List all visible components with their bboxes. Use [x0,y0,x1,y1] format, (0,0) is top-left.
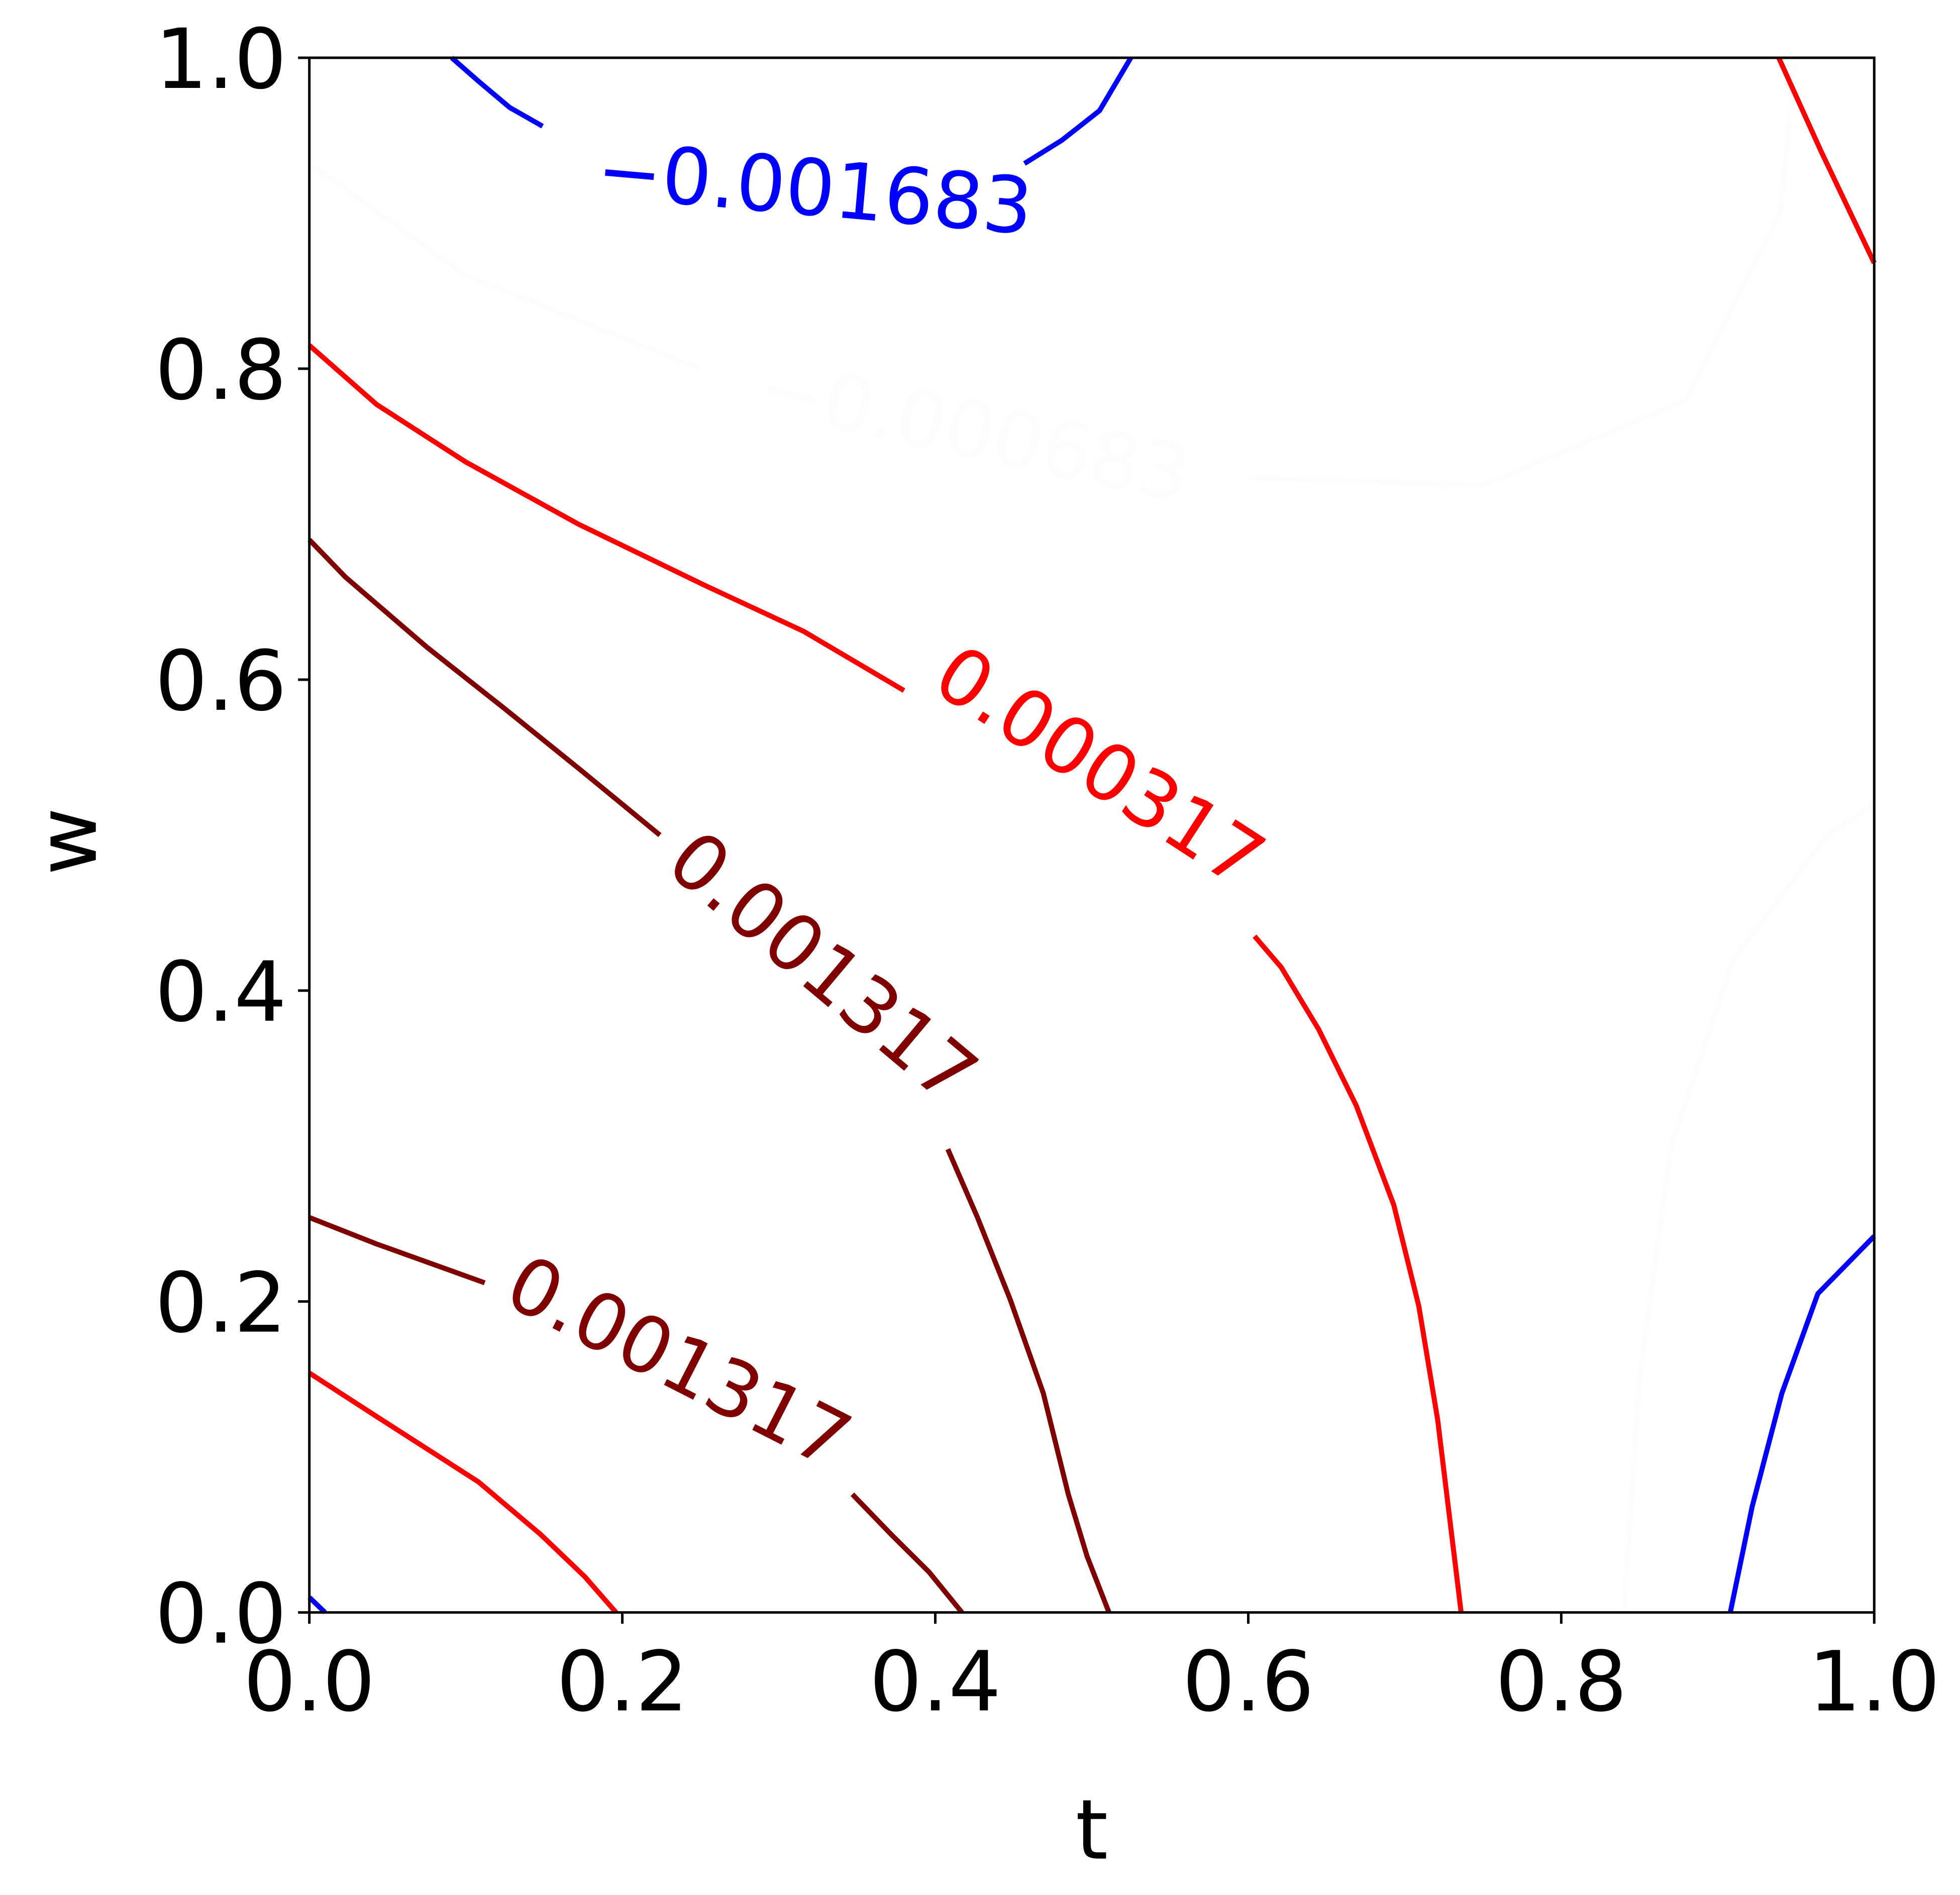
plot-frame [308,56,1876,1614]
y-tick-label: 0.0 [155,1566,286,1662]
y-axis-ticks: 0.0 0.2 0.4 0.6 0.8 1.0 [155,11,310,1662]
contour-line-0-2 [307,1595,327,1615]
contour-line-1-2 [1621,802,1876,1613]
contour-line-3-1 [945,1148,1111,1614]
contour-line-4-0 [308,1215,486,1286]
contour-line-1-0 [313,164,702,371]
x-tick-label: 0.4 [869,1634,1001,1730]
contour-lines [307,56,1877,1615]
contour-label: 0.001317 [492,1237,865,1487]
y-axis-label: w [19,807,116,875]
contour-label: −0.001683 [593,124,1037,253]
contour-line-2-1 [1253,934,1464,1613]
y-tick-label: 0.4 [155,944,286,1040]
x-tick-label: 0.2 [556,1634,688,1730]
contour-line-0-1 [1023,56,1133,166]
x-tick-label: 0.6 [1182,1634,1314,1730]
contour-label: 0.000317 [919,627,1280,906]
x-axis-label: t [1076,1782,1108,1878]
x-axis-ticks: 0.0 0.2 0.4 0.6 0.8 1.0 [243,1612,1940,1730]
y-tick-label: 1.0 [155,11,286,108]
contour-line-2-0 [307,343,905,693]
y-tick-label: 0.8 [155,322,286,418]
contour-line-4-1 [850,1492,964,1614]
contour-line-0-0 [450,56,544,129]
contour-label: 0.001317 [651,813,994,1121]
contour-labels: −0.001683−0.0006830.0003170.0013170.0013… [492,124,1280,1487]
contour-line-3-0 [307,538,662,837]
contour-line-2-3 [1776,56,1877,264]
contour-line-0-3 [1727,1234,1876,1613]
contour-line-2-2 [307,1371,618,1614]
x-tick-label: 0.8 [1495,1634,1627,1730]
contour-label: −0.000683 [751,341,1197,521]
x-tick-label: 1.0 [1808,1634,1940,1730]
x-tick-label: 0.0 [243,1634,375,1730]
y-tick-label: 0.2 [155,1255,286,1351]
y-tick-label: 0.6 [155,633,286,729]
contour-line-1-1 [1248,57,1799,488]
